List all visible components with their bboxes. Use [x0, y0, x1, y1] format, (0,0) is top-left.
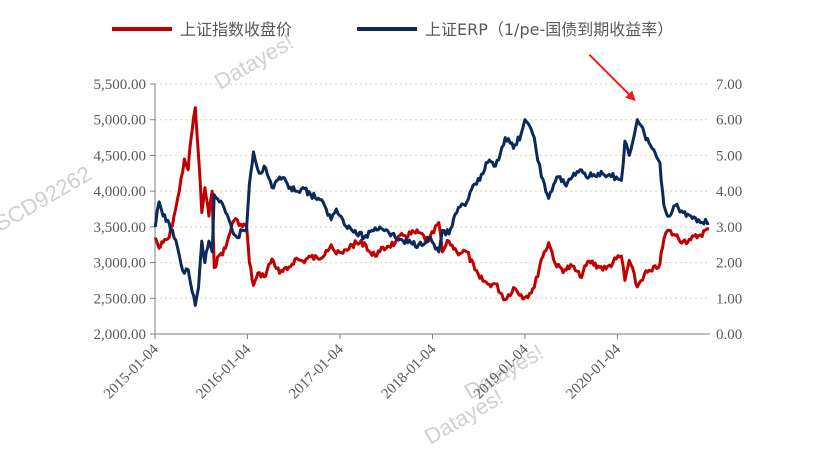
y-right-tick-label: 3.00	[716, 220, 742, 236]
annotations	[588, 54, 636, 102]
y-left-tick-label: 2,000.00	[94, 327, 147, 343]
series-lines	[153, 106, 710, 307]
y-right-tick-label: 0.00	[716, 327, 742, 343]
y-right-tick-label: 2.00	[716, 256, 742, 272]
right-axis-ticks: 0.00 1.00 2.00 3.00 4.00 5.00 6.00 7.00	[716, 77, 742, 343]
x-tick-label: 2016-01-04	[193, 341, 254, 402]
y-left-tick-label: 2,500.00	[94, 291, 147, 307]
watermark-code: SCD92262	[0, 161, 96, 236]
y-left-tick-label: 5,500.00	[94, 77, 147, 93]
annotation-arrow	[588, 54, 636, 102]
watermark-brand-3: Datayes!	[420, 384, 508, 449]
x-tick-label: 2015-01-04	[101, 341, 162, 402]
x-tick-label: 2020-01-04	[563, 341, 624, 402]
legend-label-erp: 上证ERP（1/pe-国债到期收益率）	[425, 20, 673, 39]
left-axis-ticks: 2,000.00 2,500.00 3,000.00 3,500.00 4,000.00…	[94, 77, 155, 343]
y-left-tick-label: 5,000.00	[94, 113, 147, 129]
y-right-tick-label: 5.00	[716, 148, 742, 164]
y-left-tick-label: 4,000.00	[94, 184, 147, 200]
legend-label-index: 上证指数收盘价	[180, 20, 292, 39]
axes	[154, 84, 710, 335]
x-tick-label: 2018-01-04	[379, 341, 440, 402]
x-tick-label: 2017-01-04	[286, 341, 347, 402]
series-line-erp	[153, 118, 710, 307]
x-axis-ticks: 2015-01-04 2016-01-04 2017-01-04 2018-01-04…	[101, 334, 625, 402]
y-left-tick-label: 4,500.00	[94, 148, 147, 164]
y-left-tick-label: 3,000.00	[94, 256, 147, 272]
y-right-tick-label: 6.00	[716, 113, 742, 129]
watermark-brand: Datayes!	[210, 29, 298, 94]
y-left-tick-label: 3,500.00	[94, 220, 147, 236]
y-right-tick-label: 4.00	[716, 184, 742, 200]
legend: 上证指数收盘价 上证ERP（1/pe-国债到期收益率）	[112, 20, 673, 39]
watermarks: Datayes! SCD92262 Datayes! Datayes!	[0, 29, 548, 449]
y-right-tick-label: 7.00	[716, 77, 742, 93]
y-right-tick-label: 1.00	[716, 291, 742, 307]
series-line-index	[153, 106, 710, 302]
